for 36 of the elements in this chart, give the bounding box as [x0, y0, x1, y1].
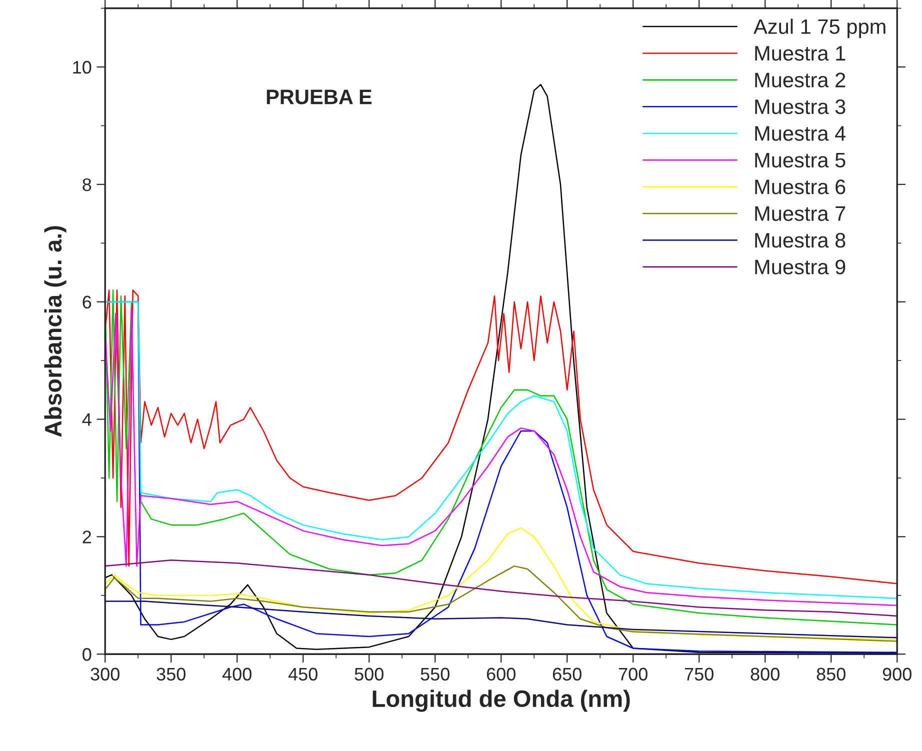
x-tick-label: 550 — [420, 668, 450, 681]
y-axis-title: Absorbancia (u. a.) — [44, 226, 66, 437]
x-tick-label: 300 — [90, 668, 120, 681]
legend-label: Muestra 3 — [755, 99, 846, 114]
line-series — [105, 565, 898, 642]
y-tick-label: 4 — [82, 413, 92, 426]
legend-label: Muestra 8 — [755, 232, 846, 248]
legend-label: Muestra 7 — [755, 206, 846, 221]
legend-label: Muestra 1 — [755, 46, 846, 61]
x-tick-label: 450 — [288, 668, 318, 681]
x-tick-label: 600 — [486, 668, 516, 681]
x-tick-label: 350 — [156, 668, 186, 681]
x-tick-label: 750 — [684, 668, 714, 681]
legend-label: Muestra 4 — [755, 126, 846, 141]
x-tick-label: 500 — [354, 668, 384, 681]
y-tick-label: 6 — [82, 296, 92, 309]
legend-label: Muestra 6 — [755, 180, 846, 194]
x-tick-label: 900 — [882, 668, 912, 681]
x-tick-label: 700 — [618, 668, 648, 681]
annotation: PRUEBA E — [266, 90, 372, 104]
y-tick-label: 10 — [73, 60, 92, 74]
x-tick-label: 800 — [750, 668, 780, 681]
x-axis-title: Longitud de Onda (nm) — [372, 690, 630, 712]
y-tick-label: 2 — [82, 530, 92, 544]
line-series — [105, 527, 898, 640]
x-tick-label: 650 — [552, 668, 582, 681]
y-tick-label: 0 — [82, 648, 92, 661]
y-tick-label: 8 — [82, 178, 92, 192]
legend-label: Muestra 5 — [755, 153, 846, 168]
line-series — [105, 600, 898, 638]
x-tick-label: 400 — [222, 668, 252, 681]
x-tick-label: 850 — [816, 668, 846, 681]
line-series — [105, 560, 898, 617]
legend-label: Azul 1 75 ppm — [754, 18, 886, 38]
legend-label: Muestra 9 — [755, 260, 846, 274]
legend-label: Muestra 2 — [755, 72, 846, 88]
